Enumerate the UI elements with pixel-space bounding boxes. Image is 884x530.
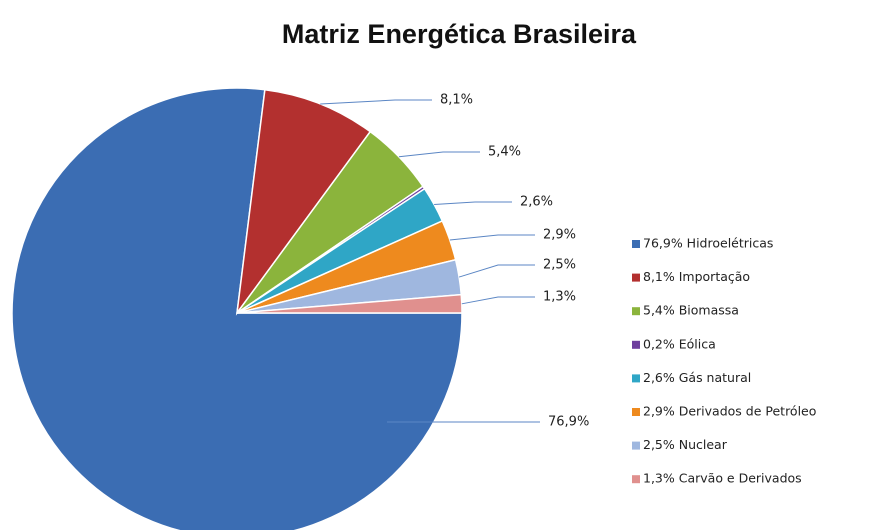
legend-swatch bbox=[632, 475, 640, 484]
chart-title: Matriz Energética Brasileira bbox=[282, 19, 637, 49]
leader-line bbox=[449, 234, 535, 241]
legend-label: 2,9% Derivados de Petróleo bbox=[643, 404, 816, 419]
legend-label: 76,9% Hidroelétricas bbox=[643, 236, 773, 251]
data-label: 5,4% bbox=[488, 145, 521, 160]
legend-label: 1,3% Carvão e Derivados bbox=[643, 471, 802, 486]
leader-line bbox=[320, 99, 432, 105]
legend-swatch bbox=[632, 374, 640, 383]
pie-slice bbox=[236, 293, 463, 314]
legend-label: 8,1% Importação bbox=[643, 269, 750, 284]
legend-swatch bbox=[632, 340, 640, 349]
legend-swatch bbox=[632, 273, 640, 282]
leader-line bbox=[461, 296, 535, 305]
legend-swatch bbox=[632, 441, 640, 450]
legend-label: 2,6% Gás natural bbox=[643, 370, 751, 385]
legend-swatch bbox=[632, 307, 640, 316]
data-label: 2,5% bbox=[543, 258, 576, 273]
leader-line bbox=[434, 201, 512, 206]
legend-label: 0,2% Eólica bbox=[643, 336, 716, 351]
leader-line bbox=[458, 264, 535, 278]
data-label: 2,6% bbox=[520, 195, 553, 210]
legend-swatch bbox=[632, 240, 640, 248]
legend-label: 2,5% Nuclear bbox=[643, 437, 728, 452]
data-label: 2,9% bbox=[543, 228, 576, 243]
leader-line bbox=[398, 151, 480, 158]
legend-swatch bbox=[632, 408, 640, 416]
data-label: 8,1% bbox=[440, 93, 473, 108]
legend-label: 5,4% Biomassa bbox=[643, 303, 739, 318]
data-label: 1,3% bbox=[543, 290, 576, 305]
data-label: 76,9% bbox=[548, 415, 589, 430]
